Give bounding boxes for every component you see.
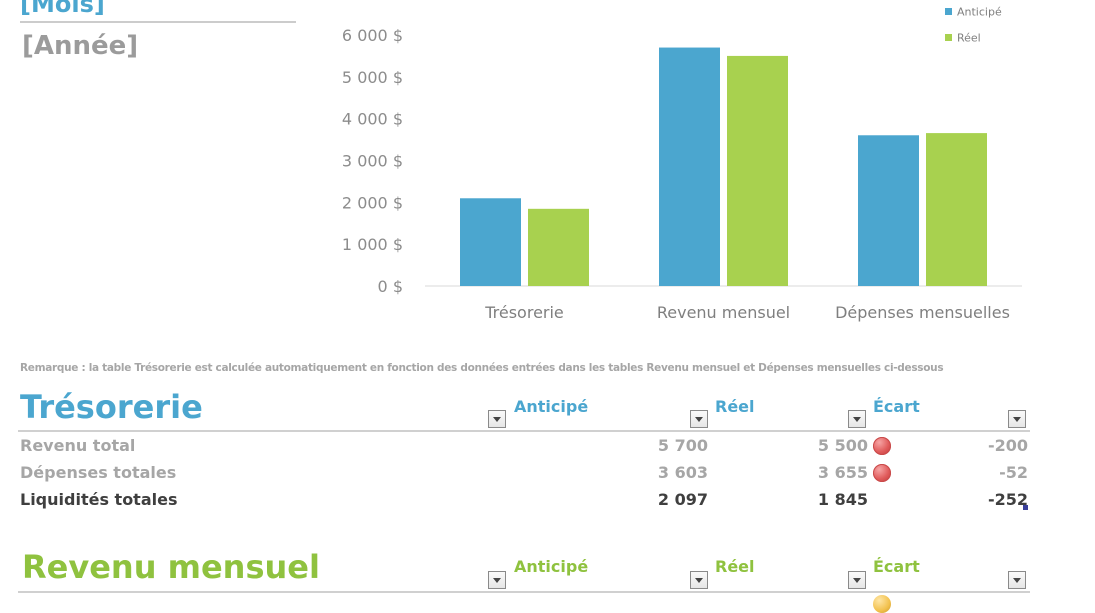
chart-bars: [460, 47, 987, 286]
tresorerie-liquidites-anticipe[interactable]: 2 097: [657, 490, 708, 509]
y-tick-label: 1 000 $: [342, 235, 403, 254]
x-category-label: Revenu mensuel: [657, 303, 790, 322]
year-placeholder[interactable]: [Année]: [22, 31, 139, 61]
table-resize-handle[interactable]: [1023, 505, 1028, 510]
x-category-label: Trésorerie: [484, 303, 564, 322]
yellow-status-icon: [873, 595, 891, 613]
y-tick-label: 3 000 $: [342, 152, 403, 171]
tresorerie-row-liquidites-totales[interactable]: Liquidités totales: [20, 490, 178, 509]
tresorerie-filter-reel-dropdown[interactable]: [848, 410, 866, 428]
cash-flow-chart[interactable]: 0 $ 1 000 $ 2 000 $ 3 000 $ 4 000 $ 5 000 $ 6 …: [0, 0, 1095, 340]
revenu-filter-ecart-dropdown[interactable]: [1008, 571, 1026, 589]
red-status-icon: [873, 437, 891, 455]
bar-reel-0[interactable]: [528, 208, 589, 286]
tresorerie-filter-ecart-dropdown[interactable]: [1008, 410, 1026, 428]
legend-label: Anticipé: [957, 6, 1002, 19]
tresorerie-col-ecart: Écart: [873, 397, 920, 416]
month-placeholder[interactable]: [Mois]: [20, 0, 105, 18]
tresorerie-depenses-reel[interactable]: 3 655: [817, 463, 868, 482]
tresorerie-revenu-reel[interactable]: 5 500: [817, 436, 868, 455]
tresorerie-row-depenses-totales[interactable]: Dépenses totales: [20, 463, 177, 482]
bar-reel-1[interactable]: [727, 55, 788, 286]
revenu-col-anticipe: Anticipé: [514, 557, 589, 576]
tresorerie-filter-label-dropdown[interactable]: [488, 410, 506, 428]
tresorerie-liquidites-reel[interactable]: 1 845: [817, 490, 868, 509]
tresorerie-header-rule: [18, 430, 1030, 432]
revenu-filter-label-dropdown[interactable]: [488, 571, 506, 589]
tresorerie-liquidites-ecart[interactable]: -252: [987, 490, 1028, 509]
tresorerie-title: Trésorerie: [20, 388, 203, 426]
tresorerie-row-revenu-total[interactable]: Revenu total: [20, 436, 136, 455]
tresorerie-depenses-ecart[interactable]: -52: [999, 463, 1028, 482]
bar-anticipe-2[interactable]: [858, 135, 919, 286]
revenu-filter-reel-dropdown[interactable]: [848, 571, 866, 589]
revenu-filter-anticipe-dropdown[interactable]: [690, 571, 708, 589]
chart-legend: Anticipé Réel: [945, 6, 1002, 45]
y-tick-label: 4 000 $: [342, 110, 403, 129]
y-tick-label: 6 000 $: [342, 26, 403, 45]
revenu-header-rule: [18, 591, 1030, 593]
tresorerie-col-reel: Réel: [715, 397, 755, 416]
revenu-col-reel: Réel: [715, 557, 755, 576]
x-category-label: Dépenses mensuelles: [835, 303, 1010, 322]
tresorerie-revenu-anticipe[interactable]: 5 700: [657, 436, 708, 455]
x-axis-categories: Trésorerie Revenu mensuel Dépenses mensuel…: [484, 303, 1010, 322]
remark-note: Remarque : la table Trésorerie est calcu…: [20, 362, 944, 374]
y-axis-ticks: 0 $ 1 000 $ 2 000 $ 3 000 $ 4 000 $ 5 000 $ 6 …: [342, 26, 403, 296]
bar-reel-2[interactable]: [926, 133, 987, 286]
tresorerie-depenses-anticipe[interactable]: 3 603: [657, 463, 708, 482]
tresorerie-revenu-ecart[interactable]: -200: [987, 436, 1028, 455]
y-tick-label: 0 $: [378, 277, 403, 296]
tresorerie-col-anticipe: Anticipé: [514, 397, 589, 416]
revenu-title: Revenu mensuel: [22, 548, 320, 586]
y-tick-label: 2 000 $: [342, 193, 403, 212]
tresorerie-filter-anticipe-dropdown[interactable]: [690, 410, 708, 428]
bar-anticipe-1[interactable]: [659, 47, 720, 286]
bar-anticipe-0[interactable]: [460, 198, 521, 286]
legend-label: Réel: [957, 32, 981, 45]
legend-swatch: [945, 8, 952, 15]
legend-swatch: [945, 34, 952, 41]
y-tick-label: 5 000 $: [342, 68, 403, 87]
red-status-icon: [873, 464, 891, 482]
revenu-col-ecart: Écart: [873, 557, 920, 576]
month-underline: [20, 21, 296, 23]
